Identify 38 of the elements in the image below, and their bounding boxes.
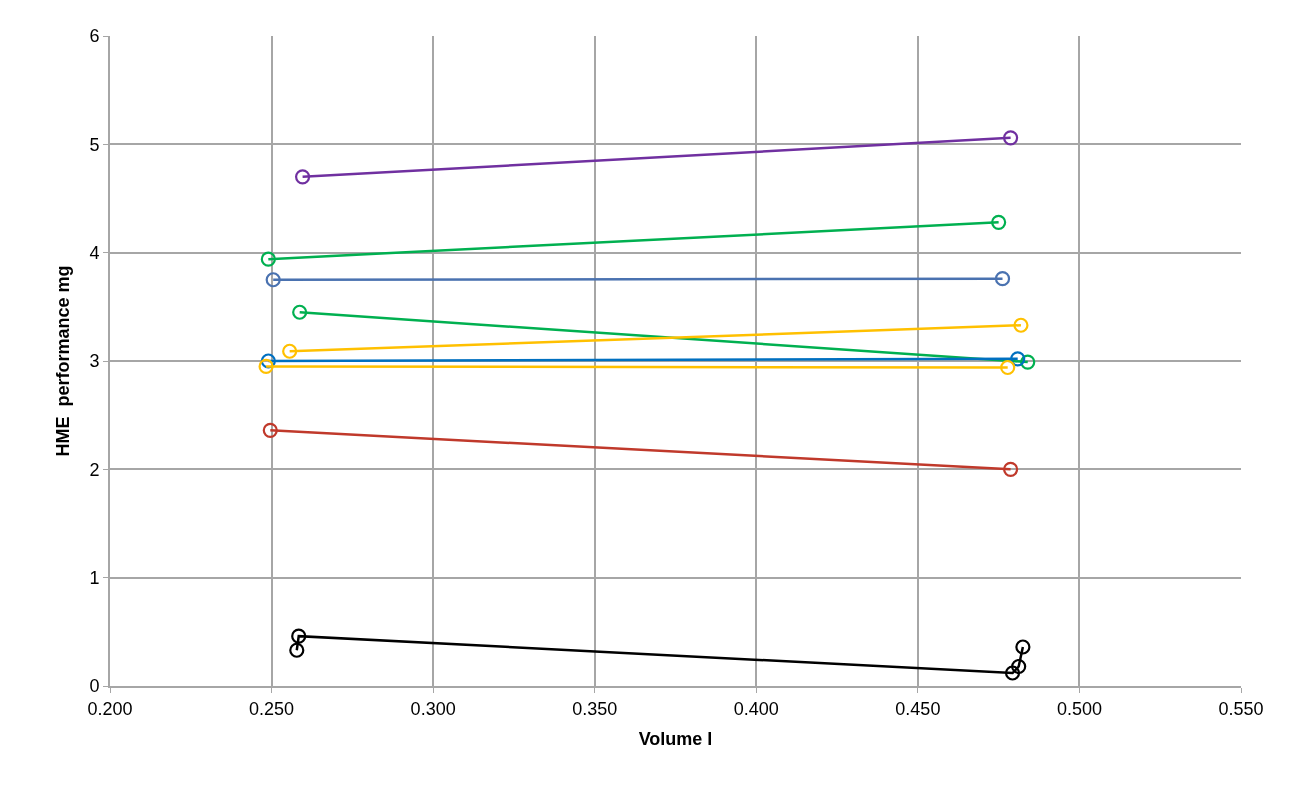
point: [1015, 639, 1031, 655]
point: [1011, 658, 1027, 675]
point: [291, 628, 307, 644]
y-tick-label: 0: [89, 676, 100, 697]
point: [265, 272, 281, 288]
point: [991, 214, 1007, 230]
point: [262, 422, 278, 438]
x-tick-label: 0.300: [410, 698, 456, 719]
x-tick-label: 0.550: [1218, 698, 1264, 719]
point: [1003, 130, 1019, 146]
y-tick-label: 3: [89, 351, 100, 372]
y-tick-label: 5: [89, 134, 100, 155]
y-tick-label: 1: [89, 567, 100, 588]
point: [260, 353, 276, 369]
point: [258, 358, 274, 375]
point: [1003, 461, 1019, 477]
point: [994, 271, 1011, 287]
point: [1020, 354, 1036, 370]
x-tick-label: 0.350: [572, 698, 618, 719]
x-tick-label: 0.500: [1056, 698, 1102, 719]
point: [292, 304, 308, 320]
point: [1013, 317, 1029, 333]
point: [1010, 351, 1026, 367]
point: [260, 251, 276, 267]
x-axis-title: Volume l: [638, 729, 713, 750]
y-tick-label: 4: [89, 242, 100, 263]
point: [282, 343, 298, 359]
point: [1000, 359, 1016, 376]
x-tick-label: 0.200: [87, 698, 133, 719]
point: [1004, 665, 1021, 681]
y-tick-label: 6: [89, 26, 100, 47]
x-tick-label: 0.450: [895, 698, 941, 719]
y-tick-label: 2: [89, 459, 100, 480]
y-axis-title: HME performance mg: [53, 265, 74, 457]
x-tick-label: 0.250: [249, 698, 295, 719]
x-tick-label: 0.400: [733, 698, 779, 719]
point: [295, 169, 311, 185]
point: [289, 642, 305, 658]
